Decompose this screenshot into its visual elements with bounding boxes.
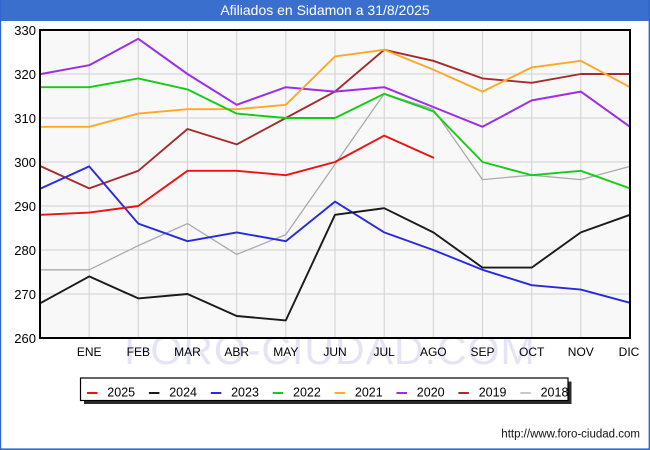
svg-text:2022: 2022 (293, 386, 321, 400)
svg-text:2018: 2018 (541, 386, 569, 400)
svg-text:SEP: SEP (470, 345, 494, 359)
svg-text:300: 300 (14, 155, 36, 170)
svg-text:MAY: MAY (273, 345, 298, 359)
svg-text:270: 270 (14, 287, 36, 302)
svg-text:2024: 2024 (169, 386, 197, 400)
svg-text:320: 320 (14, 67, 36, 82)
svg-text:ABR: ABR (224, 345, 249, 359)
svg-text:310: 310 (14, 111, 36, 126)
svg-text:JUL: JUL (374, 345, 396, 359)
svg-text:330: 330 (14, 23, 36, 38)
svg-text:2025: 2025 (107, 386, 135, 400)
svg-text:280: 280 (14, 243, 36, 258)
svg-text:FEB: FEB (127, 345, 150, 359)
svg-text:2019: 2019 (479, 386, 507, 400)
svg-text:Afiliados en Sidamon a 31/8/20: Afiliados en Sidamon a 31/8/2025 (220, 2, 430, 18)
svg-text:2023: 2023 (231, 386, 259, 400)
svg-text:JUN: JUN (323, 345, 346, 359)
svg-text:OCT: OCT (519, 345, 545, 359)
svg-text:http://www.foro-ciudad.com: http://www.foro-ciudad.com (501, 429, 640, 441)
svg-text:NOV: NOV (568, 345, 594, 359)
svg-text:ENE: ENE (77, 345, 102, 359)
svg-text:AGO: AGO (420, 345, 447, 359)
svg-text:2021: 2021 (355, 386, 383, 400)
svg-text:2020: 2020 (417, 386, 445, 400)
svg-text:DIC: DIC (619, 345, 640, 359)
svg-text:290: 290 (14, 199, 36, 214)
svg-text:MAR: MAR (174, 345, 201, 359)
svg-text:260: 260 (14, 331, 36, 346)
